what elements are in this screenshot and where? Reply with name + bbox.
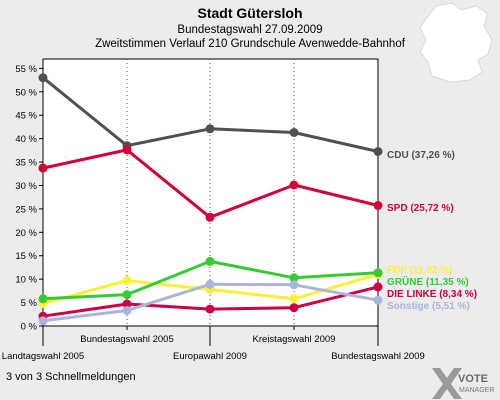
data-point: [122, 299, 132, 309]
y-axis: 0 % 5 % 10 % 15 % 20 % 25 % 30 % 35 % 40 % 45 % 50…: [15, 64, 43, 333]
data-point: [122, 276, 132, 286]
y-tick-label: 0 %: [21, 322, 38, 333]
x-tick-label: Europawahl 2009: [173, 351, 247, 362]
y-tick-label: 45 %: [15, 111, 37, 122]
data-point: [205, 256, 215, 266]
data-point: [373, 268, 383, 278]
series-labels: CDU (37,26 %) SPD (25,72 %) FDP (11,02 %)G…: [387, 150, 477, 312]
data-point: [289, 273, 299, 283]
data-point: [205, 124, 215, 134]
x-tick-label: Kreistagswahl 2009: [253, 334, 336, 345]
germany-map-icon: [419, 2, 493, 83]
data-point: [122, 145, 132, 155]
y-tick-label: 40 %: [15, 134, 37, 145]
data-point: [122, 306, 132, 315]
data-point: [38, 73, 48, 83]
series-end-label: Sonstige (5,51 %): [387, 301, 470, 312]
series-end-label: CDU (37,26 %): [387, 150, 455, 161]
y-tick-label: 50 %: [15, 87, 37, 98]
footer-text: 3 von 3 Schnellmeldungen: [6, 371, 136, 383]
data-point: [38, 294, 48, 304]
logo-line-1: VOTE: [458, 373, 488, 385]
series-end-label: SPD (25,72 %): [387, 203, 454, 214]
data-point: [373, 295, 383, 305]
grid-lines: [126, 59, 295, 326]
x-tick-label: Landtagswahl 2005: [2, 351, 84, 362]
chart-title: Stadt Gütersloh: [197, 5, 302, 21]
chart-subtitle-2: Zweitstimmen Verlauf 210 Grundschule Ave…: [95, 38, 406, 50]
data-point: [289, 303, 299, 313]
data-point: [289, 294, 299, 304]
votemanager-logo: VOTE MANAGER: [432, 368, 494, 399]
data-point: [289, 280, 299, 290]
data-point: [122, 290, 132, 300]
y-tick-label: 20 %: [15, 228, 37, 239]
chart-subtitle: Bundestagswahl 27.09.2009: [177, 24, 322, 36]
series-end-label: FDP (11,02 %): [387, 265, 452, 276]
data-point: [373, 147, 383, 156]
y-tick-label: 25 %: [15, 204, 37, 215]
data-point: [373, 282, 383, 292]
data-point: [38, 163, 48, 173]
data-point: [38, 316, 48, 326]
y-tick-label: 10 %: [15, 275, 37, 286]
series-end-label: GRÜNE (11,35 %): [387, 275, 469, 288]
data-point: [205, 304, 215, 314]
y-tick-label: 30 %: [15, 181, 37, 192]
x-logo-icon: [432, 368, 462, 399]
data-point: [373, 201, 383, 210]
data-point: [289, 128, 299, 137]
series-lines: [38, 73, 383, 326]
y-tick-label: 5 %: [21, 298, 38, 309]
series-end-label: DIE LINKE (8,34 %): [387, 289, 477, 300]
data-point: [289, 180, 299, 190]
data-point: [205, 279, 215, 289]
x-tick-label: Bundestagswahl 2009: [331, 351, 425, 362]
data-point: [205, 212, 215, 222]
x-axis: Landtagswahl 2005 Bundestagswahl 2005 Euro…: [2, 326, 425, 362]
y-tick-label: 35 %: [15, 158, 37, 169]
y-tick-label: 55 %: [15, 64, 37, 75]
logo-line-2: MANAGER: [459, 387, 494, 394]
y-tick-label: 15 %: [15, 251, 37, 262]
x-tick-label: Bundestagswahl 2005: [80, 334, 174, 345]
